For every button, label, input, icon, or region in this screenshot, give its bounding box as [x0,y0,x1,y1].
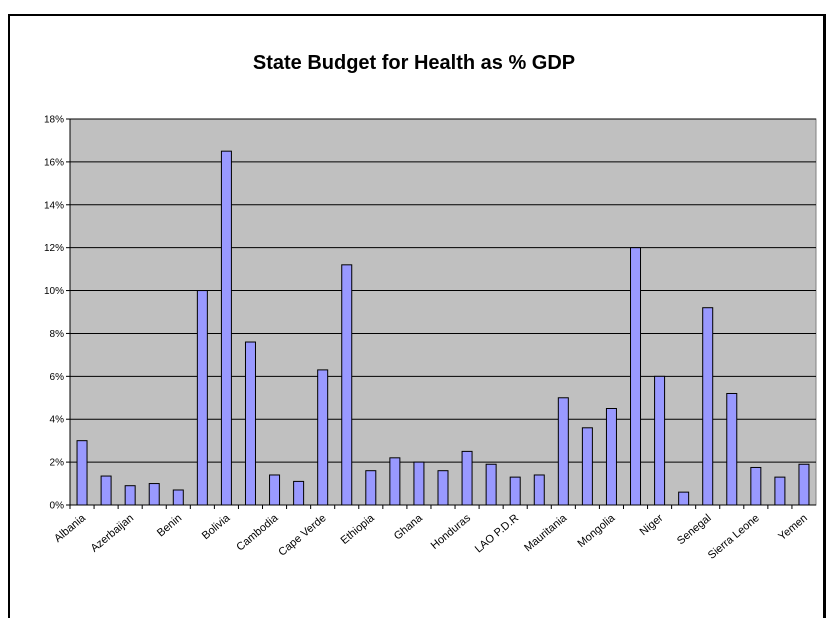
x-tick-label: Honduras [429,512,474,552]
x-tick-label: Mongolia [575,512,618,550]
x-tick-label: Benin [155,512,184,539]
y-tick-label: 16% [44,157,64,168]
x-tick-label: Ethiopia [339,512,378,547]
bar [630,247,642,506]
bar [365,470,377,506]
y-tick-label: 4% [50,415,65,426]
bar [148,483,160,506]
x-tick-label: Yemen [776,512,810,543]
y-tick-label: 0% [50,501,65,512]
bar [461,450,473,506]
bar [172,489,184,506]
bar [220,150,232,506]
y-tick-label: 8% [50,329,65,340]
bar [76,440,88,506]
bar [702,307,714,506]
y-tick-label: 14% [44,200,64,211]
y-tick-label: 12% [44,243,64,254]
bar [750,466,762,506]
bar [269,474,281,506]
x-tick-label: Mauritania [522,512,570,555]
bar [726,392,738,506]
bar [581,427,593,506]
bar [100,475,112,506]
bar [485,463,497,506]
bar [293,480,305,506]
x-tick-label: Bolivia [200,512,233,543]
bar [605,408,617,506]
y-tick-label: 18% [44,115,64,126]
bar [654,375,666,506]
bar [389,457,401,506]
x-tick-label: Sierra Leone [706,512,762,562]
bar [317,369,329,506]
bar [437,470,449,506]
y-tick-label: 10% [44,286,64,297]
bar [413,461,425,506]
bar [509,476,521,506]
bar [678,491,690,506]
bar [557,397,569,506]
x-tick-label: Azerbaijan [89,512,137,555]
x-tick-label: Niger [638,512,666,538]
x-tick-label: Cambodia [234,512,281,554]
x-tick-label: Ghana [392,512,426,543]
bar [341,264,353,506]
chart-title: State Budget for Health as % GDP [252,52,576,74]
bar [774,476,786,506]
bar [124,485,136,506]
y-tick-label: 2% [50,458,65,469]
x-tick-label: Cape Verde [276,512,328,559]
bar [798,463,810,506]
x-tick-label: Albania [52,512,88,545]
x-tick-label: Senegal [675,512,714,547]
x-tick-label: LAO P.D.R [473,512,521,555]
y-tick-label: 6% [50,372,65,383]
plot-area [69,118,817,506]
bar [196,290,208,506]
bar [244,341,256,506]
bar [533,474,545,506]
